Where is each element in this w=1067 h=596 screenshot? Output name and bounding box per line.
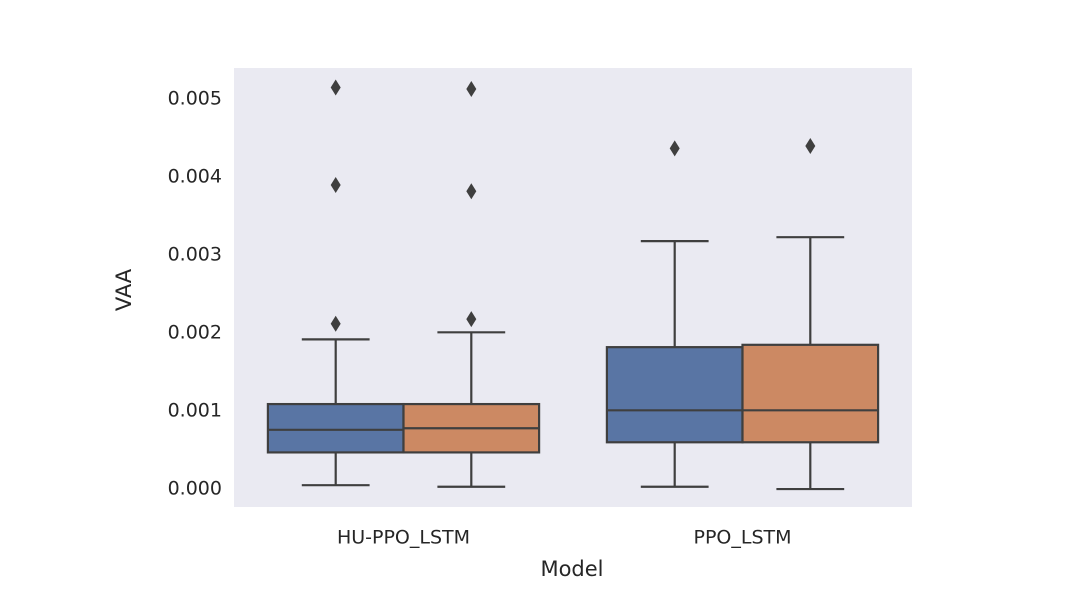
flier bbox=[466, 183, 477, 200]
y-tick-label: 0.004 bbox=[168, 166, 222, 188]
box bbox=[266, 402, 405, 454]
flier bbox=[466, 311, 477, 328]
y-axis-label: VAA bbox=[112, 268, 136, 311]
flier bbox=[330, 315, 341, 332]
x-axis-label: Model bbox=[540, 557, 603, 581]
box bbox=[605, 346, 744, 444]
x-tick-label: PPO_LSTM bbox=[693, 527, 791, 549]
flier bbox=[330, 176, 341, 193]
flier bbox=[669, 140, 680, 157]
flier bbox=[805, 137, 816, 154]
x-tick-label: HU-PPO_LSTM bbox=[337, 527, 470, 549]
y-tick-label: 0.003 bbox=[168, 244, 222, 266]
box bbox=[741, 343, 880, 444]
y-tick-label: 0.001 bbox=[168, 400, 222, 422]
flier bbox=[330, 79, 341, 96]
y-tick-label: 0.000 bbox=[168, 478, 222, 500]
y-tick-label: 0.005 bbox=[168, 88, 222, 110]
flier bbox=[466, 81, 477, 98]
y-tick-label: 0.002 bbox=[168, 322, 222, 344]
